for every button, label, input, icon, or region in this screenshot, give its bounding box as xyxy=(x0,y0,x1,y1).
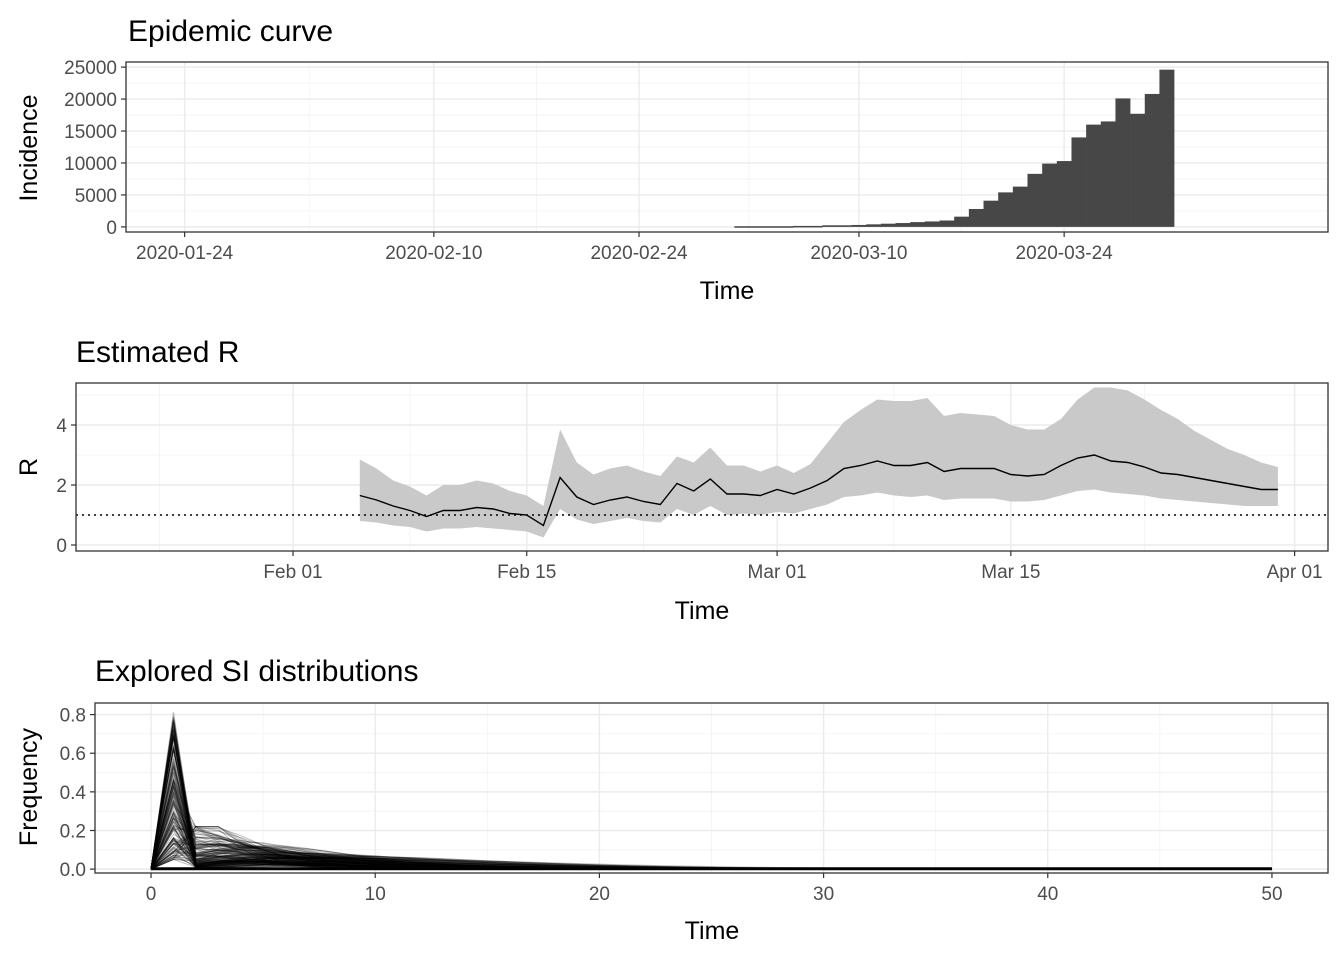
x-tick-label: Mar 15 xyxy=(981,562,1040,583)
x-tick-label: 10 xyxy=(365,884,386,905)
y-tick-label: 0.0 xyxy=(60,860,86,881)
incidence-bar xyxy=(939,220,955,227)
incidence-bar xyxy=(792,225,808,228)
x-tick-label: 50 xyxy=(1261,884,1282,905)
y-tick-label: 15000 xyxy=(64,122,117,143)
chart-title: Estimated R xyxy=(76,336,239,369)
incidence-bar xyxy=(924,221,940,227)
y-tick-label: 20000 xyxy=(64,90,117,111)
incidence-bar xyxy=(998,192,1014,227)
x-tick-label: 30 xyxy=(813,884,834,905)
incidence-bar xyxy=(1071,137,1087,227)
r-mean-line xyxy=(359,454,1278,527)
x-tick-label: Mar 01 xyxy=(748,562,807,583)
incidence-bar xyxy=(1042,163,1058,227)
y-tick-label: 2 xyxy=(56,476,67,497)
incidence-bar xyxy=(1100,121,1116,227)
incidence-bar xyxy=(807,225,823,228)
incidence-bar xyxy=(778,226,794,228)
incidence-bar xyxy=(895,223,911,227)
y-axis-title: R xyxy=(15,458,43,476)
incidence-bar xyxy=(866,224,882,227)
incidence-bar xyxy=(1027,173,1043,227)
incidence-bar xyxy=(880,223,896,227)
incidence-bar xyxy=(954,216,970,227)
r-credible-interval-ribbon xyxy=(359,387,1278,538)
incidence-bar xyxy=(836,225,852,227)
chart-title: Epidemic curve xyxy=(128,15,333,48)
x-tick-label: Feb 01 xyxy=(263,562,322,583)
incidence-bar xyxy=(822,225,838,227)
incidence-bar xyxy=(1144,93,1160,227)
x-axis-title: Time xyxy=(685,917,740,945)
incidence-bar xyxy=(1056,161,1072,227)
y-tick-label: 0.2 xyxy=(60,822,86,843)
y-axis-title: Incidence xyxy=(15,94,43,201)
y-tick-label: 5000 xyxy=(75,186,117,207)
epidemic-curve-panel: Epidemic curve Time Incidence 2020-01-24… xyxy=(15,15,1329,305)
y-tick-label: 4 xyxy=(56,416,67,437)
x-tick-label: 2020-02-10 xyxy=(385,243,482,264)
y-axis-title: Frequency xyxy=(15,727,43,846)
y-tick-label: 0 xyxy=(106,218,117,239)
x-tick-label: 2020-01-24 xyxy=(136,243,234,264)
incidence-bar xyxy=(1012,186,1028,227)
x-tick-label: Apr 01 xyxy=(1267,562,1323,583)
incidence-bar xyxy=(1086,124,1102,227)
x-tick-label: 2020-03-10 xyxy=(810,243,907,264)
y-tick-label: 0.8 xyxy=(60,706,86,727)
incidence-bar xyxy=(1130,113,1146,227)
si-distributions-panel: Explored SI distributions Time Frequency… xyxy=(15,655,1329,945)
y-tick-label: 10000 xyxy=(64,154,117,175)
chart-title: Explored SI distributions xyxy=(95,655,419,688)
plot-frame xyxy=(75,382,1329,552)
incidence-bar xyxy=(763,226,779,228)
incidence-bar xyxy=(851,224,867,227)
x-axis-title: Time xyxy=(700,277,755,305)
x-tick-label: 2020-03-24 xyxy=(1016,243,1114,264)
incidence-bar xyxy=(748,226,764,228)
plot-frame xyxy=(125,61,1329,233)
x-tick-label: 0 xyxy=(146,884,157,905)
x-axis-title: Time xyxy=(675,597,730,625)
x-tick-label: 20 xyxy=(589,884,610,905)
x-tick-label: Feb 15 xyxy=(497,562,556,583)
y-tick-label: 25000 xyxy=(64,58,117,79)
plot-frame xyxy=(94,702,1329,874)
incidence-bar xyxy=(968,208,984,227)
x-tick-label: 40 xyxy=(1037,884,1058,905)
y-tick-label: 0.4 xyxy=(60,783,87,804)
incidence-bar xyxy=(910,222,926,227)
incidence-bar xyxy=(734,226,750,228)
incidence-bar xyxy=(1115,98,1131,227)
y-tick-label: 0.6 xyxy=(60,744,86,765)
incidence-bar xyxy=(983,200,999,227)
y-tick-label: 0 xyxy=(56,536,67,557)
x-tick-label: 2020-02-24 xyxy=(590,243,688,264)
estimated-r-panel: Estimated R Time R Feb 01 Feb 15 Mar 01 Mar… xyxy=(15,336,1329,625)
incidence-bar xyxy=(1159,69,1175,227)
